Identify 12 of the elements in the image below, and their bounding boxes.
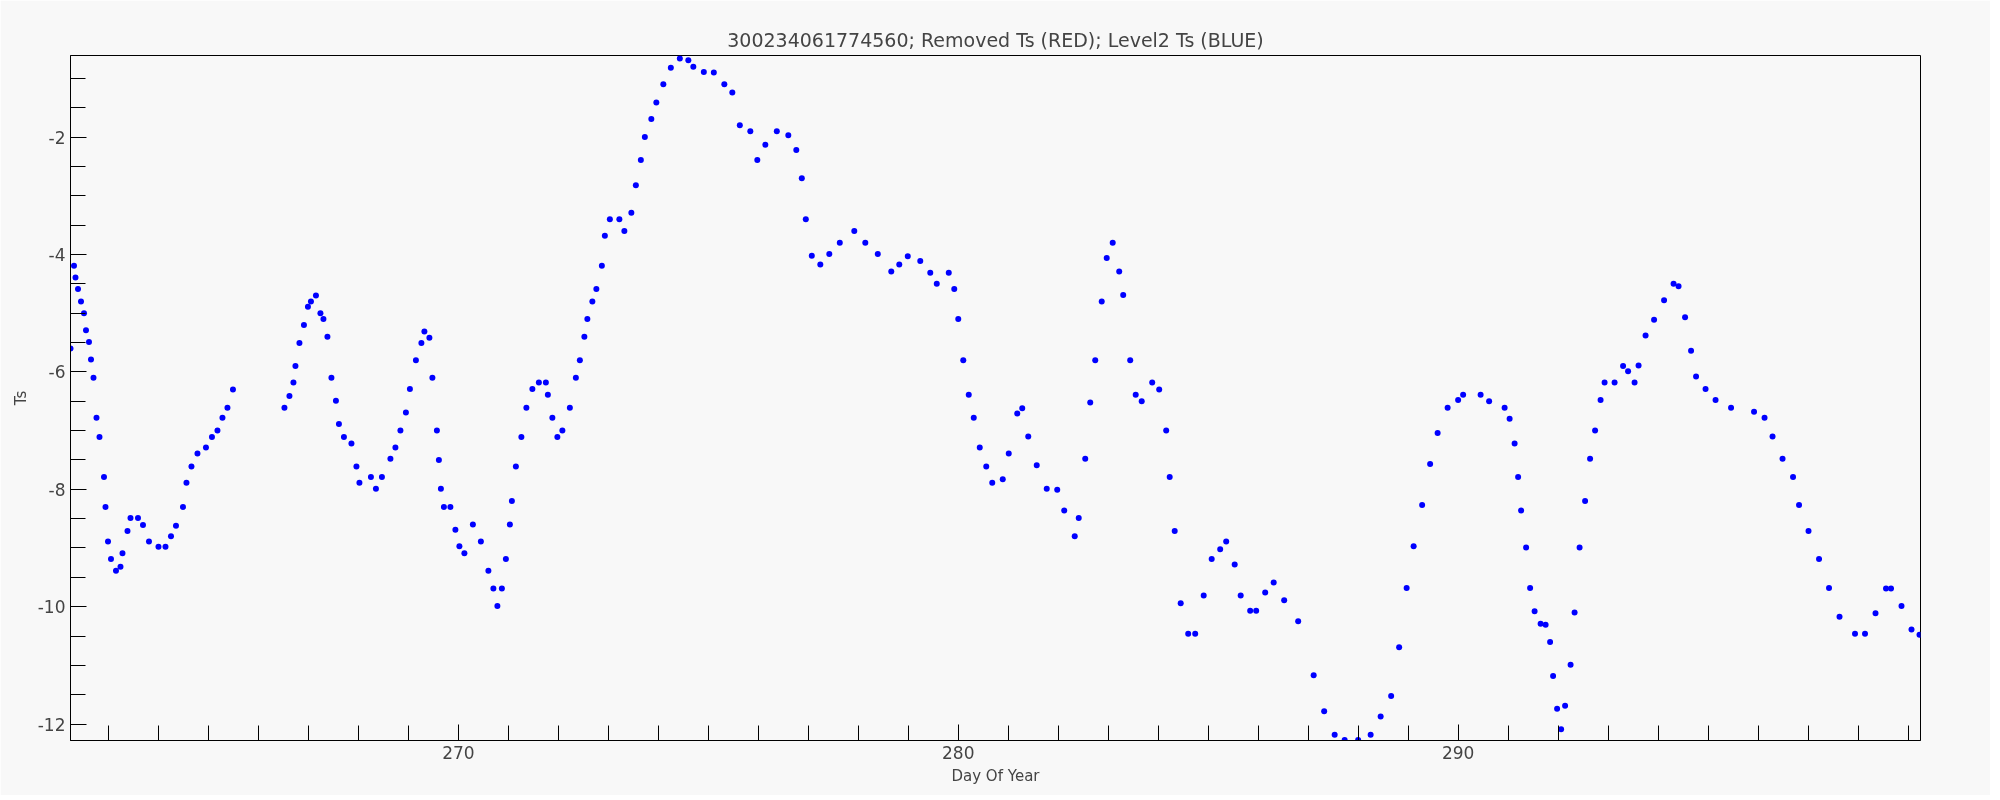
x-tick-label: 280	[942, 742, 975, 763]
x-tick-label: 290	[1441, 742, 1475, 763]
y-axis-title: Ts	[11, 390, 30, 407]
y-tick-label: -10	[37, 597, 66, 618]
x-axis-title: Day Of Year	[951, 766, 1041, 785]
y-tick-label: -2	[48, 127, 66, 148]
y-tick-label: -4	[48, 244, 66, 265]
y-tick-label: -8	[48, 479, 66, 500]
y-tick-label: -12	[37, 714, 66, 735]
x-tick-label: 270	[442, 742, 475, 763]
y-tick-label: -6	[48, 362, 66, 383]
chart-title: 300234061774560; Removed Ts (RED); Level2 Ts (BLUE)	[727, 28, 1264, 51]
